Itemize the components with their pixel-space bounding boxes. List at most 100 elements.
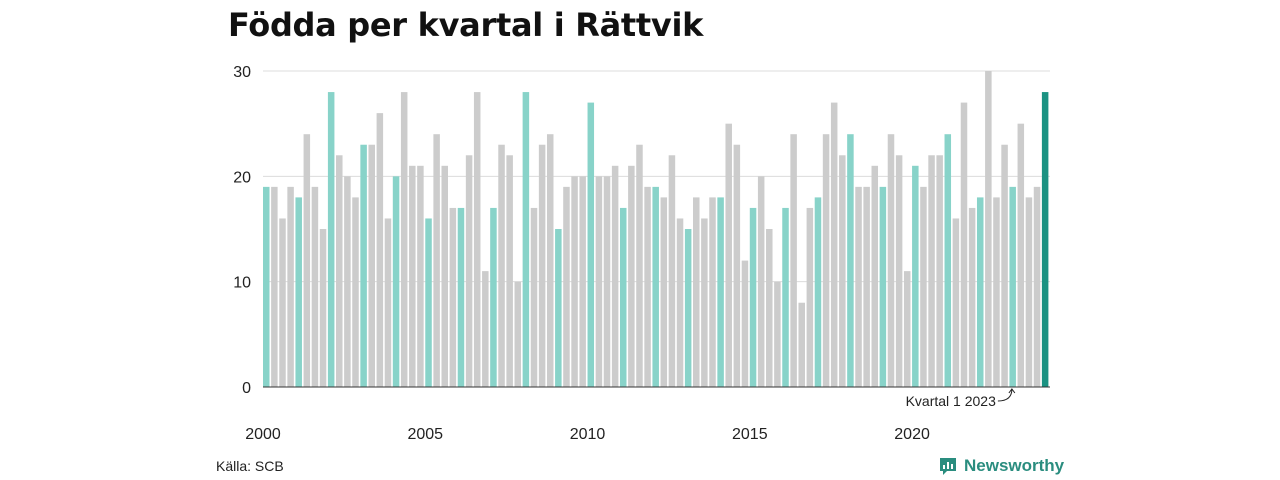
bar bbox=[790, 134, 797, 387]
bar bbox=[985, 71, 992, 387]
bar bbox=[676, 218, 684, 387]
bar bbox=[644, 186, 651, 387]
bar bbox=[814, 197, 822, 387]
bar bbox=[774, 281, 781, 387]
bar bbox=[546, 134, 554, 387]
bar bbox=[271, 186, 278, 387]
x-tick-label: 2010 bbox=[570, 426, 606, 443]
annotation-label: Kvartal 1 2023 bbox=[906, 393, 996, 409]
y-tick-label: 10 bbox=[233, 275, 251, 292]
bar bbox=[709, 197, 716, 387]
bar bbox=[741, 260, 749, 387]
bar bbox=[441, 165, 448, 387]
bar bbox=[376, 113, 384, 387]
bar bbox=[912, 165, 919, 387]
bar bbox=[871, 165, 879, 387]
bar bbox=[976, 197, 984, 387]
bar bbox=[993, 197, 1000, 387]
bar bbox=[336, 155, 343, 387]
bar bbox=[757, 176, 765, 387]
y-tick-label: 30 bbox=[233, 64, 251, 81]
bar bbox=[571, 176, 578, 387]
bar bbox=[522, 92, 530, 387]
bar bbox=[287, 186, 294, 387]
bar bbox=[579, 176, 586, 387]
bar bbox=[344, 176, 351, 387]
bar bbox=[887, 134, 895, 387]
bar bbox=[1017, 123, 1025, 388]
bar bbox=[895, 155, 903, 387]
bar bbox=[749, 207, 757, 387]
bar bbox=[701, 218, 708, 387]
bar bbox=[684, 229, 692, 387]
bar bbox=[449, 207, 457, 387]
bar bbox=[619, 207, 627, 387]
bar bbox=[944, 134, 952, 387]
x-tick-label: 2000 bbox=[245, 426, 281, 443]
bar bbox=[830, 102, 838, 387]
bar bbox=[936, 155, 943, 387]
bar bbox=[717, 197, 724, 387]
bar bbox=[1025, 197, 1033, 387]
bar bbox=[514, 281, 522, 387]
x-axis-ticks: 2000 2005 2010 2015 2020 bbox=[245, 426, 930, 443]
bar bbox=[1001, 144, 1008, 387]
bar bbox=[766, 229, 773, 387]
brand-logo: Newsworthy bbox=[938, 456, 1064, 476]
bar bbox=[968, 207, 976, 387]
bar bbox=[595, 176, 603, 387]
bar bbox=[433, 134, 440, 387]
bar bbox=[782, 207, 789, 387]
bars bbox=[263, 71, 1049, 388]
bar bbox=[392, 176, 400, 387]
bar bbox=[279, 218, 286, 387]
bar bbox=[1041, 92, 1049, 387]
source-label: Källa: SCB bbox=[216, 458, 284, 474]
bar bbox=[352, 197, 359, 387]
bar bbox=[636, 144, 643, 387]
bar bbox=[660, 197, 668, 387]
brand-name: Newsworthy bbox=[964, 456, 1065, 475]
annotation-arrow bbox=[997, 388, 1016, 402]
bar bbox=[538, 144, 546, 387]
bar bbox=[490, 207, 497, 387]
newsworthy-logo-icon bbox=[940, 458, 956, 475]
bar bbox=[327, 92, 335, 387]
bar bbox=[928, 155, 935, 387]
bar bbox=[798, 302, 805, 387]
bar bbox=[530, 207, 538, 387]
bar bbox=[920, 186, 927, 387]
bar bbox=[855, 186, 862, 387]
y-tick-label: 0 bbox=[242, 380, 251, 397]
bar bbox=[263, 186, 270, 387]
bar bbox=[1033, 186, 1041, 387]
bar bbox=[652, 186, 659, 387]
bar bbox=[693, 197, 700, 387]
latest-quarter-annotation: Kvartal 1 2023 bbox=[906, 388, 1016, 409]
y-axis-ticks: 0 10 20 30 bbox=[233, 64, 251, 397]
bar bbox=[303, 134, 311, 387]
bar bbox=[384, 218, 392, 387]
bar bbox=[603, 176, 611, 387]
bar bbox=[555, 229, 562, 387]
x-tick-label: 2005 bbox=[407, 426, 443, 443]
bar bbox=[806, 207, 814, 387]
x-tick-label: 2020 bbox=[894, 426, 930, 443]
bar bbox=[903, 271, 911, 387]
bar bbox=[628, 165, 635, 387]
bar bbox=[563, 186, 570, 387]
bar bbox=[839, 155, 846, 387]
bar bbox=[319, 229, 327, 387]
bar bbox=[960, 102, 968, 387]
bar bbox=[417, 165, 424, 387]
bar bbox=[725, 123, 732, 388]
bar bbox=[822, 134, 830, 387]
bar bbox=[473, 92, 481, 387]
bar bbox=[952, 218, 960, 387]
bar bbox=[409, 165, 416, 387]
bar bbox=[498, 144, 505, 387]
bar bbox=[295, 197, 302, 387]
bar bbox=[400, 92, 408, 387]
chart-title: Födda per kvartal i Rättvik bbox=[228, 6, 704, 44]
